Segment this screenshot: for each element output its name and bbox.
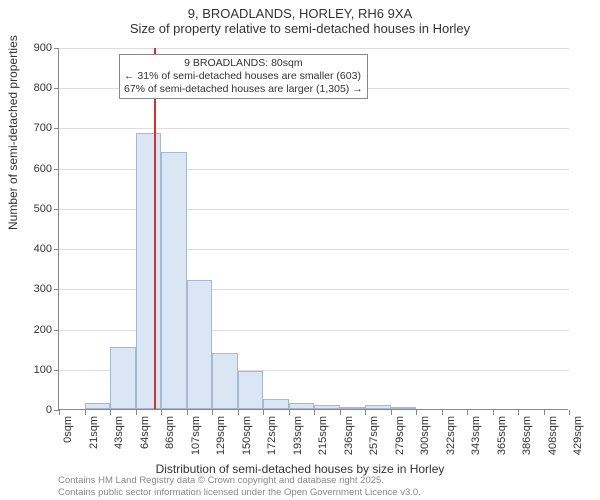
x-tick (493, 410, 494, 415)
x-tick (467, 410, 468, 415)
x-tick-label: 0sqm (62, 416, 74, 443)
x-tick-label: 408sqm (547, 416, 559, 455)
histogram-bar (365, 405, 391, 409)
x-tick (161, 410, 162, 415)
x-tick (136, 410, 137, 415)
y-tick (54, 209, 59, 210)
histogram-bar (314, 405, 340, 409)
histogram-bar (289, 403, 315, 409)
x-tick-label: 365sqm (496, 416, 508, 455)
chart-area: 01002003004005006007008009000sqm21sqm43s… (58, 48, 568, 410)
x-tick (289, 410, 290, 415)
y-tick-label: 0 (12, 404, 52, 416)
y-tick-label: 700 (12, 122, 52, 134)
title-address: 9, BROADLANDS, HORLEY, RH6 9XA (0, 6, 600, 21)
x-tick-label: 129sqm (215, 416, 227, 455)
attribution-footer: Contains HM Land Registry data © Crown c… (58, 475, 421, 498)
histogram-bar (212, 353, 238, 409)
plot-region: 01002003004005006007008009000sqm21sqm43s… (58, 48, 568, 410)
x-tick (442, 410, 443, 415)
y-tick (54, 330, 59, 331)
y-tick-label: 100 (12, 364, 52, 376)
title-subtitle: Size of property relative to semi-detach… (0, 21, 600, 36)
x-tick-label: 279sqm (394, 416, 406, 455)
x-tick-label: 300sqm (419, 416, 431, 455)
x-tick-label: 64sqm (139, 416, 151, 449)
x-axis-label: Distribution of semi-detached houses by … (0, 462, 600, 476)
x-tick-label: 21sqm (88, 416, 100, 449)
y-tick-label: 600 (12, 163, 52, 175)
annotation-larger: 67% of semi-detached houses are larger (… (124, 83, 363, 96)
histogram-bar (136, 133, 162, 409)
x-tick (365, 410, 366, 415)
y-tick-label: 300 (12, 283, 52, 295)
x-tick (187, 410, 188, 415)
y-tick-label: 800 (12, 82, 52, 94)
x-tick (85, 410, 86, 415)
annotation-title: 9 BROADLANDS: 80sqm (124, 57, 363, 70)
footer-line1: Contains HM Land Registry data © Crown c… (58, 475, 421, 486)
x-tick-label: 172sqm (266, 416, 278, 455)
x-tick (212, 410, 213, 415)
x-tick-label: 150sqm (241, 416, 253, 455)
y-tick-label: 900 (12, 42, 52, 54)
y-tick (54, 169, 59, 170)
histogram-bar (340, 407, 366, 409)
y-tick-label: 500 (12, 203, 52, 215)
x-tick (391, 410, 392, 415)
x-tick (416, 410, 417, 415)
x-tick-label: 386sqm (521, 416, 533, 455)
histogram-bar (187, 280, 213, 409)
y-tick (54, 289, 59, 290)
x-tick-label: 107sqm (190, 416, 202, 455)
x-tick-label: 86sqm (164, 416, 176, 449)
histogram-bar (110, 347, 136, 409)
x-tick-label: 236sqm (343, 416, 355, 455)
x-tick-label: 343sqm (470, 416, 482, 455)
histogram-bar (161, 152, 187, 409)
x-tick (263, 410, 264, 415)
y-gridline (59, 128, 569, 129)
y-tick (54, 249, 59, 250)
y-tick (54, 370, 59, 371)
x-tick-label: 43sqm (113, 416, 125, 449)
annotation-smaller: ← 31% of semi-detached houses are smalle… (124, 70, 363, 83)
y-tick-label: 400 (12, 243, 52, 255)
x-tick (314, 410, 315, 415)
x-tick (110, 410, 111, 415)
x-tick-label: 193sqm (292, 416, 304, 455)
x-tick-label: 257sqm (368, 416, 380, 455)
y-gridline (59, 48, 569, 49)
y-tick-label: 200 (12, 324, 52, 336)
reference-line (154, 48, 156, 409)
histogram-bar (238, 371, 264, 409)
x-tick-label: 215sqm (317, 416, 329, 455)
x-tick (569, 410, 570, 415)
histogram-bar (85, 403, 111, 409)
x-tick-label: 429sqm (572, 416, 584, 455)
x-tick (544, 410, 545, 415)
y-tick (54, 48, 59, 49)
x-tick (59, 410, 60, 415)
y-tick (54, 88, 59, 89)
x-tick (340, 410, 341, 415)
x-tick-label: 322sqm (445, 416, 457, 455)
x-tick (518, 410, 519, 415)
y-tick (54, 128, 59, 129)
footer-line2: Contains public sector information licen… (58, 487, 421, 498)
x-tick (238, 410, 239, 415)
chart-title-block: 9, BROADLANDS, HORLEY, RH6 9XA Size of p… (0, 0, 600, 36)
histogram-bar (391, 407, 417, 409)
annotation-box: 9 BROADLANDS: 80sqm← 31% of semi-detache… (119, 54, 368, 99)
histogram-bar (263, 399, 289, 409)
